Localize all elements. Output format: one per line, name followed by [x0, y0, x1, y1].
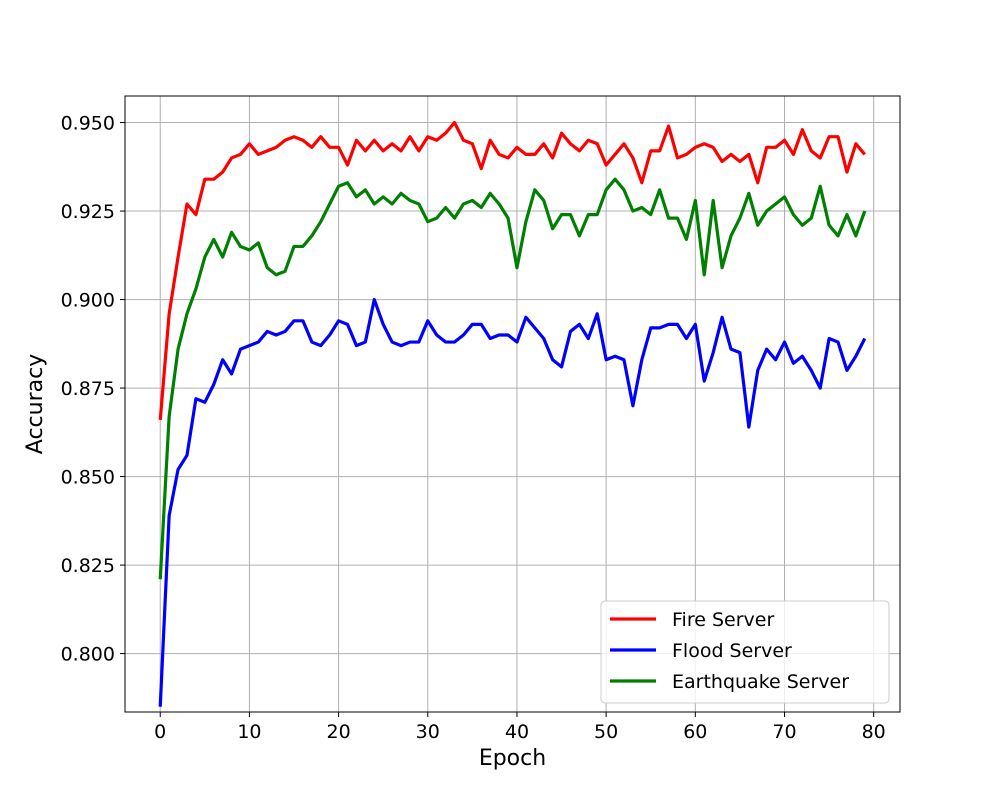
x-tick-label: 20 — [326, 721, 350, 743]
y-gridlines — [125, 122, 900, 655]
y-tick-label: 0.800 — [61, 644, 115, 666]
x-tick-label: 30 — [416, 721, 440, 743]
x-tick-label: 80 — [862, 721, 886, 743]
x-tick-label: 50 — [594, 721, 618, 743]
y-tick-label: 0.825 — [61, 555, 115, 577]
x-tick-label: 60 — [683, 721, 707, 743]
legend-label-flood-server: Flood Server — [672, 640, 792, 662]
y-tick-label: 0.925 — [61, 201, 115, 223]
x-tick-label: 10 — [237, 721, 261, 743]
x-axis-ticks: 0 10 20 30 40 50 60 70 80 — [154, 712, 886, 743]
y-tick-label: 0.950 — [61, 113, 115, 135]
series-lines — [158, 120, 867, 707]
y-axis-title: Accuracy — [23, 354, 48, 454]
legend-box — [600, 600, 890, 704]
series-line-fire-server — [158, 120, 866, 421]
series-line-earthquake-server — [158, 177, 867, 580]
legend: Fire Server Flood Server Earthquake Server — [600, 600, 890, 704]
series-line-flood-server — [158, 297, 867, 707]
x-tick-label: 0 — [154, 721, 166, 743]
y-tick-label: 0.900 — [61, 290, 115, 312]
legend-label-fire-server: Fire Server — [672, 609, 774, 631]
legend-label-earthquake-server: Earthquake Server — [672, 671, 849, 693]
y-tick-label: 0.850 — [61, 467, 115, 489]
x-tick-label: 40 — [505, 721, 529, 743]
plot-frame — [124, 95, 901, 713]
y-axis-ticks: 0.800 0.825 0.850 0.875 0.900 0.925 0.950 — [61, 113, 125, 666]
x-tick-label: 70 — [772, 721, 796, 743]
y-tick-label: 0.875 — [61, 378, 115, 400]
x-axis-title: Epoch — [479, 746, 546, 771]
